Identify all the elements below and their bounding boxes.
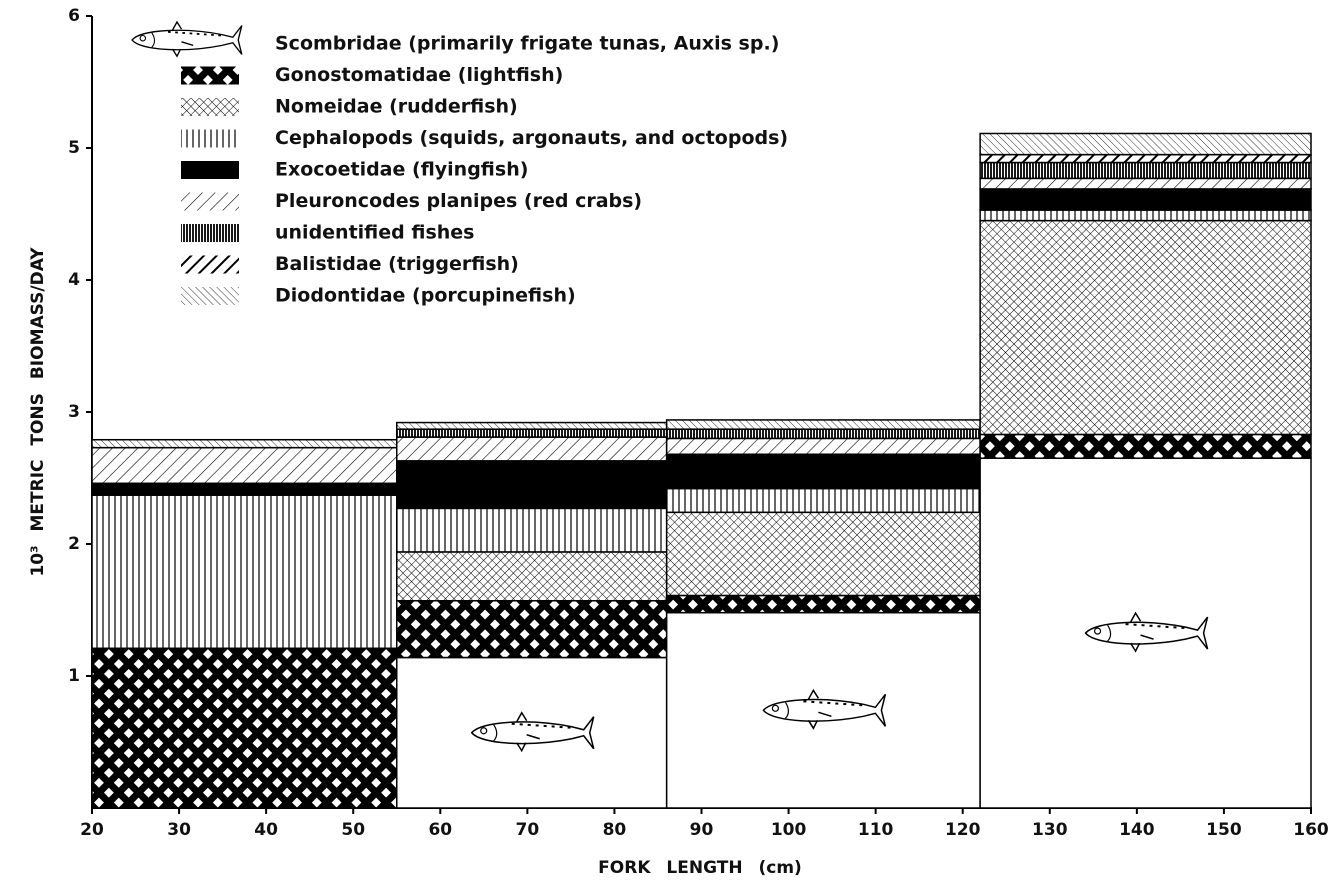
fish-eye bbox=[480, 727, 488, 735]
bar-segment bbox=[91, 446, 398, 485]
fish-icon bbox=[1084, 611, 1209, 653]
x-tick-label: 50 bbox=[341, 820, 365, 840]
x-axis-label: FORK LENGTH (cm) bbox=[598, 858, 802, 878]
fish-body bbox=[1084, 616, 1209, 650]
legend-swatch bbox=[181, 287, 239, 305]
fish-gill bbox=[493, 724, 498, 742]
y-tick-label: 6 bbox=[68, 6, 80, 26]
bar-segment bbox=[665, 594, 981, 614]
x-tick-label: 160 bbox=[1293, 820, 1329, 840]
bar-segment bbox=[396, 507, 668, 553]
bar-segment bbox=[396, 460, 668, 510]
fish-body bbox=[470, 716, 595, 750]
legend-label: Diodontidae (porcupinefish) bbox=[275, 285, 576, 307]
fish-body bbox=[762, 693, 887, 727]
fish-eye bbox=[1093, 627, 1102, 635]
bar-segment bbox=[979, 219, 1312, 436]
x-tick-label: 110 bbox=[858, 820, 894, 840]
legend-swatch bbox=[181, 224, 239, 242]
legend-label: unidentified fishes bbox=[275, 222, 474, 244]
bar-segment bbox=[396, 600, 668, 659]
bar-segment bbox=[979, 177, 1312, 190]
bar-segment bbox=[665, 453, 981, 490]
x-tick-label: 90 bbox=[690, 820, 714, 840]
legend-swatch bbox=[181, 161, 239, 179]
y-tick-label: 5 bbox=[68, 138, 80, 158]
fish-stripes bbox=[1125, 623, 1186, 630]
x-tick-label: 80 bbox=[603, 820, 627, 840]
bar-segment bbox=[396, 421, 668, 430]
fish-body bbox=[131, 25, 243, 55]
bar-segment bbox=[665, 511, 981, 597]
fish-stripes bbox=[803, 700, 864, 707]
fish-icon bbox=[470, 711, 595, 753]
bar-segment bbox=[979, 161, 1312, 180]
fish-fin bbox=[1129, 611, 1154, 653]
y-tick-label: 4 bbox=[68, 270, 80, 290]
bar-segment bbox=[396, 436, 668, 462]
fish-gill bbox=[151, 32, 156, 48]
bar-segment bbox=[979, 132, 1312, 156]
x-tick-label: 140 bbox=[1119, 820, 1155, 840]
x-tick-label: 120 bbox=[945, 820, 981, 840]
y-tick-label: 2 bbox=[68, 534, 80, 554]
x-tick-label: 40 bbox=[254, 820, 278, 840]
legend-label: Scombridae (primarily frigate tunas, Aux… bbox=[275, 33, 779, 55]
legend-swatch bbox=[181, 98, 239, 116]
bar-segment bbox=[665, 419, 981, 430]
legend-label: Balistidae (triggerfish) bbox=[275, 253, 519, 275]
bar-segment bbox=[665, 437, 981, 455]
bar-segment bbox=[979, 153, 1312, 164]
bar-segment bbox=[396, 551, 668, 602]
fish-icon bbox=[131, 20, 243, 58]
legend-swatch bbox=[181, 255, 239, 274]
legend-label: Nomeidae (rudderfish) bbox=[275, 96, 518, 118]
legend-swatch bbox=[181, 192, 239, 211]
fish-stripes bbox=[167, 31, 223, 37]
y-axis-label: 10³ METRIC TONS BIOMASS/DAY bbox=[28, 247, 48, 577]
legend-swatch bbox=[181, 129, 239, 148]
fish-gill bbox=[1107, 624, 1112, 642]
fish-stripes bbox=[511, 722, 572, 729]
fish-eye bbox=[771, 704, 780, 712]
x-tick-label: 70 bbox=[516, 820, 540, 840]
bar-segment bbox=[396, 428, 668, 438]
fish-icon bbox=[762, 688, 887, 730]
x-tick-label: 20 bbox=[80, 820, 104, 840]
legend-label: Gonostomatidae (lightfish) bbox=[275, 64, 563, 86]
bar-segment bbox=[91, 647, 398, 809]
fish-eye bbox=[139, 34, 147, 42]
x-tick-label: 60 bbox=[428, 820, 452, 840]
bar-segment bbox=[91, 438, 398, 449]
fish-gill bbox=[784, 701, 789, 719]
bar-segment bbox=[91, 482, 398, 496]
y-tick-label: 3 bbox=[68, 402, 80, 422]
bar-segment bbox=[979, 209, 1312, 222]
fish-fin bbox=[171, 20, 194, 58]
x-tick-label: 30 bbox=[167, 820, 191, 840]
x-tick-label: 100 bbox=[771, 820, 807, 840]
y-tick-label: 1 bbox=[68, 666, 80, 686]
bar-segment bbox=[665, 487, 981, 514]
legend-label: Exocoetidae (flyingfish) bbox=[275, 159, 528, 181]
bar-segment bbox=[665, 428, 981, 440]
legend-swatch bbox=[181, 66, 239, 85]
legend-label: Cephalopods (squids, argonauts, and octo… bbox=[275, 127, 788, 149]
bar-segment bbox=[979, 188, 1312, 211]
legend-label: Pleuroncodes planipes (red crabs) bbox=[275, 190, 642, 212]
fish-fin bbox=[807, 688, 832, 730]
fish-fin bbox=[516, 711, 540, 753]
x-tick-label: 130 bbox=[1032, 820, 1068, 840]
x-tick-label: 150 bbox=[1206, 820, 1242, 840]
bar-segment bbox=[979, 433, 1312, 459]
bar-segment bbox=[91, 494, 398, 650]
